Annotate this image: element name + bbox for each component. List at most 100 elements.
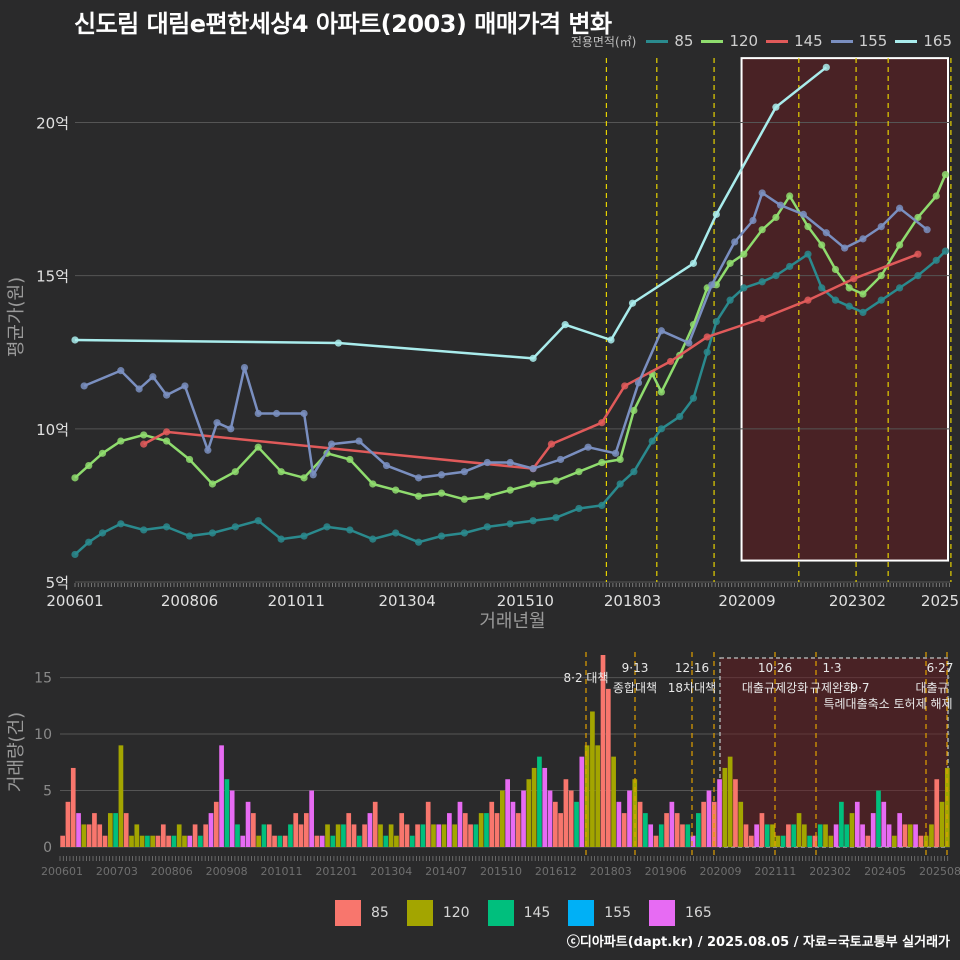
bar-segment-85: [653, 835, 659, 847]
bar-segment-165: [854, 801, 860, 847]
bar-segment-85: [266, 824, 272, 847]
data-point-155: [877, 223, 885, 231]
bar-segment-165: [208, 813, 214, 847]
data-point-85: [657, 425, 665, 433]
bar-segment-85: [733, 779, 738, 847]
bar-x-tick-label: 201803: [590, 865, 632, 878]
data-point-120: [616, 455, 624, 464]
data-point-155: [529, 465, 537, 473]
policy-annotation-date: 9·7: [850, 681, 869, 695]
bar-segment-145: [807, 835, 812, 847]
bar-segment-165: [367, 813, 373, 847]
bar-segment-120: [500, 790, 505, 847]
data-point-85: [98, 529, 107, 537]
bar-segment-85: [399, 813, 405, 847]
bar-segment-165: [219, 745, 224, 847]
bar-segment-85: [166, 835, 171, 847]
bar-segment-145: [574, 801, 579, 847]
data-point-155: [437, 471, 446, 479]
bar-segment-120: [388, 824, 394, 847]
data-point-85: [772, 272, 780, 280]
bar-segment-85: [160, 824, 166, 847]
bar-segment-120: [378, 824, 383, 847]
bar-segment-145: [643, 813, 648, 847]
data-point-155: [859, 235, 867, 243]
bar-segment-165: [510, 801, 516, 847]
data-point-145: [850, 275, 858, 283]
bar-segment-145: [171, 835, 177, 847]
data-point-145: [163, 428, 171, 436]
policy-annotation-text: 특례대출축소 토허제 해제: [823, 697, 952, 711]
bar-segment-120: [431, 824, 436, 847]
data-point-85: [689, 394, 698, 402]
bar-segment-120: [611, 756, 616, 847]
data-point-155: [309, 471, 317, 479]
bar-segment-165: [881, 801, 887, 847]
data-point-120: [772, 213, 780, 222]
data-point-120: [859, 290, 867, 298]
data-point-120: [575, 468, 583, 476]
bar-segment-85: [203, 824, 209, 847]
data-point-165: [712, 210, 720, 218]
data-point-85: [346, 526, 354, 534]
data-point-155: [213, 419, 221, 427]
data-point-85: [140, 526, 148, 534]
legend-label: 85: [674, 32, 694, 50]
legend-label: 155: [858, 32, 888, 50]
bar-segment-85: [605, 688, 611, 847]
series-line-145: [143, 253, 919, 470]
data-point-120: [185, 455, 194, 464]
bar-segment-145: [145, 835, 150, 847]
bar-segment-85: [282, 835, 288, 847]
data-point-85: [630, 468, 638, 476]
bar-segment-85: [701, 801, 707, 847]
legend-line-swatch: [830, 39, 853, 43]
bar-segment-120: [849, 813, 855, 847]
bar-segment-85: [192, 824, 198, 847]
bar-segment-165: [319, 835, 325, 847]
legend-line-swatch: [766, 39, 789, 43]
data-point-120: [414, 492, 423, 500]
bar-segment-165: [240, 835, 246, 847]
data-point-85: [845, 302, 853, 310]
bar-segment-145: [420, 824, 426, 847]
bar-segment-120: [478, 813, 484, 847]
bar-segment-85: [404, 824, 410, 847]
x-tick-label: 201011: [268, 592, 325, 610]
bar-segment-120: [441, 824, 447, 847]
legend-item-85: 85: [646, 32, 693, 50]
bar-segment-85: [674, 813, 680, 847]
data-point-85: [932, 256, 940, 264]
data-point-155: [272, 409, 281, 418]
bar-segment-120: [738, 801, 744, 847]
data-point-155: [149, 373, 157, 381]
bar-segment-85: [86, 824, 92, 847]
data-point-85: [117, 520, 125, 528]
bar-segment-120: [939, 801, 945, 847]
data-point-145: [804, 296, 812, 304]
bar-x-tick-label: 200806: [151, 865, 193, 878]
x-tick-label: 201803: [604, 592, 661, 610]
data-point-120: [758, 226, 766, 234]
legend-label: 120: [729, 32, 759, 50]
bar-segment-85: [272, 835, 277, 847]
data-point-85: [941, 247, 950, 255]
data-point-145: [703, 333, 711, 341]
bar-segment-145: [844, 824, 850, 847]
bar-segment-85: [251, 813, 256, 847]
data-point-120: [896, 241, 904, 249]
bar-y-tick-label: 15: [34, 671, 52, 687]
data-point-120: [529, 480, 537, 488]
data-point-120: [117, 437, 125, 445]
bar-segment-85: [298, 824, 304, 847]
bar-segment-120: [584, 745, 590, 847]
data-point-85: [552, 514, 560, 522]
policy-annotation-date: 1·3: [822, 661, 841, 675]
bar-x-tick-label: 202405: [864, 865, 906, 878]
bar-segment-145: [224, 779, 230, 847]
policy-annotation-date: 9·13: [622, 661, 649, 675]
bar-segment-85: [664, 813, 669, 847]
bar-segment-85: [568, 790, 574, 847]
data-point-120: [369, 480, 377, 488]
bar-segment-85: [759, 813, 765, 847]
